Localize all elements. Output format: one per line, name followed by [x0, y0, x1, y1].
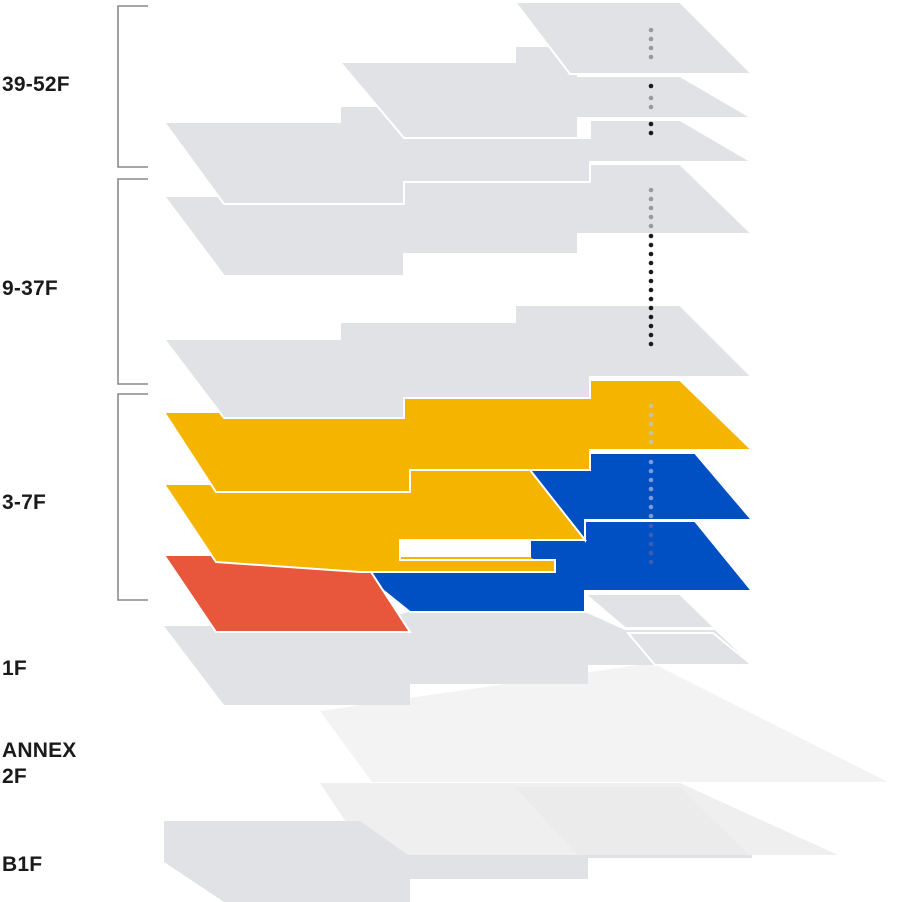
floor-39-slab: [162, 105, 756, 205]
annex-2f-slab: [320, 663, 888, 782]
floor-1-side-slab: [625, 632, 755, 666]
floor-b1-group: [164, 783, 838, 902]
core-dots: [648, 27, 654, 565]
core-dot: [648, 332, 654, 338]
core-dot: [648, 439, 654, 445]
core-dot: [648, 532, 654, 538]
label-39-52f: 39-52F: [2, 73, 70, 96]
floor-1-slab: [164, 612, 752, 705]
core-dot: [648, 130, 654, 136]
core-dot: [648, 187, 654, 193]
core-dot: [648, 121, 654, 127]
bracket-9-37: [117, 178, 148, 385]
label-b1f: B1F: [2, 853, 43, 876]
core-dot: [648, 296, 654, 302]
floor-1-mid-slab: [582, 593, 718, 629]
core-dot: [648, 278, 654, 284]
core-dot: [648, 323, 654, 329]
bracket-3-7: [117, 393, 148, 601]
core-dot: [648, 83, 654, 89]
core-dot: [648, 196, 654, 202]
core-dot: [648, 513, 654, 519]
core-dot: [648, 233, 654, 239]
core-dot: [648, 314, 654, 320]
core-dot: [648, 477, 654, 483]
core-dot: [648, 412, 654, 418]
core-dot: [648, 421, 654, 427]
core-dot: [648, 45, 654, 51]
core-dot: [648, 486, 654, 492]
core-dot: [648, 430, 654, 436]
core-dot: [648, 104, 654, 110]
core-dot: [648, 287, 654, 293]
floor-9-slab: [161, 304, 755, 419]
floors-3-7-group: [162, 379, 755, 633]
bracket-39-52: [117, 5, 148, 168]
label-1f: 1F: [2, 657, 27, 680]
core-dot: [648, 242, 654, 248]
core-dot: [648, 495, 654, 501]
core-dot: [648, 541, 654, 547]
floor-45-slab: [337, 45, 756, 139]
core-dot: [648, 468, 654, 474]
core-dot: [648, 36, 654, 42]
core-dot: [648, 54, 654, 60]
floors-39-52-group: [162, 0, 756, 205]
core-dot: [648, 559, 654, 565]
floor-1-group: [164, 593, 755, 705]
core-dot: [648, 523, 654, 529]
floor-b1-slab: [164, 821, 752, 902]
floor-52-slab: [512, 0, 755, 75]
core-dot: [648, 459, 654, 465]
core-dot: [648, 305, 654, 311]
core-dot: [648, 269, 654, 275]
core-dot: [648, 504, 654, 510]
core-dot: [648, 251, 654, 257]
label-9-37f: 9-37F: [2, 277, 58, 300]
core-dot: [648, 214, 654, 220]
core-dot: [648, 341, 654, 347]
label-3-7f: 3-7F: [2, 491, 46, 514]
core-dot: [648, 260, 654, 266]
label-annex-2f: ANNEX 2F: [2, 739, 77, 788]
core-dot: [648, 403, 654, 409]
core-dot: [648, 223, 654, 229]
core-dot: [648, 205, 654, 211]
annex-slab-upper: [515, 787, 752, 858]
core-dot: [648, 27, 654, 33]
core-dot: [648, 550, 654, 556]
floors-9-37-group: [161, 163, 755, 419]
core-dot: [648, 95, 654, 101]
